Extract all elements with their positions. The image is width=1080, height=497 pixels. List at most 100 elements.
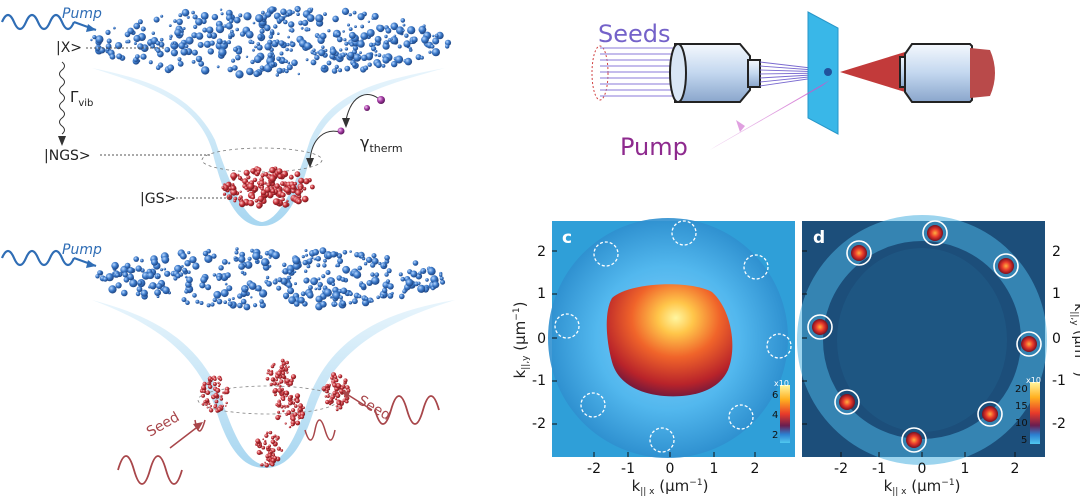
exciton-particle	[334, 64, 339, 69]
ground-particle	[276, 168, 283, 175]
panel-c-ylabel-close: )	[511, 302, 529, 308]
exciton-particle	[396, 26, 405, 35]
exciton-particle	[155, 40, 161, 46]
exciton-particle	[315, 14, 324, 23]
exciton-particle	[153, 16, 160, 23]
panel-c-x-tick: -2	[587, 461, 601, 477]
exciton-particle	[357, 294, 362, 299]
condensate-particle	[217, 407, 222, 412]
exciton-particle	[212, 273, 217, 277]
exciton-particle	[334, 302, 338, 306]
exciton-particle	[191, 32, 198, 39]
condensate-particle	[291, 408, 296, 413]
exciton-particle	[305, 253, 309, 257]
exciton-particle	[402, 29, 405, 32]
exciton-particle	[432, 281, 440, 289]
panel-c-xlabel-k: k	[632, 477, 641, 495]
exciton-particle	[336, 275, 343, 281]
ground-particle	[246, 175, 251, 180]
condensate-particle	[267, 369, 270, 372]
svg-text:γtherm: γtherm	[360, 133, 403, 155]
exciton-particle	[250, 59, 255, 65]
exciton-particle	[171, 41, 175, 45]
condensate-particle	[279, 364, 284, 370]
panel-c-xlabel-close: )	[703, 477, 709, 495]
exciton-particle	[133, 22, 140, 30]
condensate-particle	[205, 390, 211, 396]
exciton-particle	[374, 53, 378, 57]
exciton-particle	[252, 48, 255, 52]
exciton-particle	[225, 272, 231, 279]
exciton-particle	[349, 42, 354, 47]
exciton-particle	[181, 297, 187, 303]
exciton-particle	[377, 53, 382, 58]
exciton-particle	[342, 30, 345, 33]
condensate-particle	[338, 374, 343, 379]
exciton-particle	[268, 6, 276, 13]
ground-particle	[238, 200, 246, 208]
panel-d-x-tick: 0	[918, 461, 927, 477]
ground-particle	[310, 184, 315, 190]
condensate-particle	[294, 404, 298, 408]
exciton-particle	[233, 256, 237, 260]
exciton-particle	[331, 68, 338, 74]
panel-c-xlabel-sub: || x	[640, 487, 655, 497]
exciton-particle	[288, 276, 292, 280]
exciton-particle	[277, 277, 283, 283]
exciton-particle	[371, 253, 377, 259]
exciton-particle	[302, 259, 308, 266]
exciton-particle	[303, 277, 310, 284]
condensate-particle	[278, 448, 280, 451]
seed-position-circle	[1016, 331, 1042, 357]
seed-position-circle	[901, 427, 927, 453]
condensate-particle	[340, 386, 344, 390]
condensate-particle	[302, 406, 305, 410]
ground-particle	[303, 178, 310, 185]
exciton-particle	[316, 263, 321, 268]
experimental-setup: Seeds	[591, 11, 995, 161]
exciton-particle	[290, 40, 293, 44]
exciton-particle	[243, 303, 251, 311]
gamma-vib-symbol: Γ	[70, 88, 79, 106]
exciton-particle	[233, 46, 238, 52]
exciton-particle	[398, 272, 403, 277]
panel-c-cbar-exp: x10	[774, 379, 789, 388]
exciton-particle	[215, 24, 225, 34]
exciton-particle	[178, 42, 186, 50]
exciton-particle	[206, 303, 211, 308]
ground-particle	[237, 175, 243, 181]
exciton-particle	[216, 38, 223, 45]
condensate-particle	[345, 399, 349, 404]
exciton-particle	[246, 67, 254, 76]
exciton-particle	[148, 60, 153, 65]
exciton-particle	[300, 291, 306, 297]
ground-particle	[302, 186, 307, 191]
condensate-particle	[273, 393, 277, 397]
condensate-particle	[264, 439, 267, 443]
exciton-particle	[192, 14, 198, 20]
objective-lens-left	[669, 43, 761, 103]
exciton-particle	[229, 18, 234, 24]
exciton-particle	[184, 275, 188, 279]
panel-c-cbar-tick: 6	[772, 390, 778, 401]
condensate-particle	[272, 454, 275, 457]
exciton-particle	[159, 37, 164, 42]
exciton-particle	[245, 287, 248, 291]
ground-particle	[253, 188, 257, 192]
ground-particle	[288, 174, 294, 180]
top-energy-diagram: Pump |X> |NGS> |GS> Γvib γtherm	[0, 5, 452, 226]
exciton-particle	[287, 287, 295, 295]
condensate-particle	[343, 378, 348, 383]
exciton-particle	[343, 38, 347, 42]
ground-particle	[231, 183, 235, 186]
exciton-particle	[261, 10, 265, 15]
exciton-particle	[330, 251, 337, 258]
exciton-particle	[336, 32, 341, 37]
exciton-particle	[182, 27, 186, 30]
exciton-particle	[244, 261, 253, 269]
exciton-particle	[149, 282, 157, 290]
condensate-particle	[264, 462, 270, 468]
exciton-particle	[185, 36, 194, 45]
exciton-particle	[164, 46, 171, 53]
pump-label-bottom: Pump	[62, 242, 102, 258]
